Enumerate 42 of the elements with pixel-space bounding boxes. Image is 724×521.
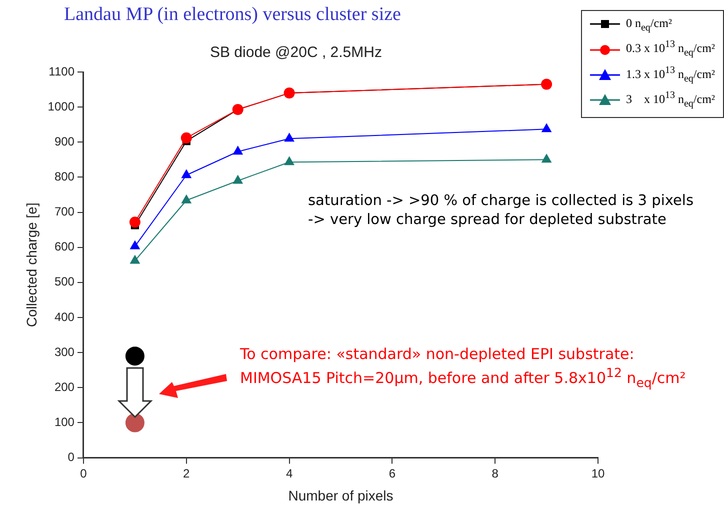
point: [180, 132, 192, 144]
point: [125, 346, 144, 366]
chart-title: Landau MP (in electrons) versus cluster size: [64, 4, 401, 26]
point: [182, 194, 192, 204]
x-axis-title: Number of pixels: [288, 487, 394, 504]
y-tick-label: 100: [54, 415, 75, 430]
point: [233, 146, 243, 155]
x-tick-label: 8: [492, 466, 499, 480]
point: [182, 170, 192, 178]
y-axis-title: Collected charge [e]: [23, 202, 40, 328]
point: [130, 240, 140, 250]
point: [542, 154, 552, 163]
legend-label: 1.3 x 10$^{13}$ n$_{eq}$/cm²: [626, 64, 715, 84]
x-tick-label: 6: [388, 466, 396, 480]
x-tick-label: 2: [183, 466, 190, 480]
y-tick-label: 800: [54, 170, 75, 184]
y-tick-label: 400: [54, 310, 75, 324]
y-tick-label: 300: [54, 344, 75, 359]
legend-label: 0.3 x 10$^{13}$ n$_{eq}$/cm²: [626, 39, 715, 59]
y-tick-label: 1100: [48, 64, 75, 78]
annotation: saturation -> >90 % of charge is collected is 3 pixels -> very low charge spread for depleted substrate: [308, 192, 695, 230]
legend-label: 0 n$_{eq}$/cm²: [626, 16, 672, 34]
point: [284, 133, 294, 142]
y-tick-label: 600: [54, 240, 75, 254]
legend-label: 3 x 10$^{13}$ n$_{eq}$/cm²: [626, 90, 715, 110]
point: [542, 124, 552, 132]
y-tick-label: 700: [54, 204, 75, 219]
point: [129, 216, 140, 228]
annotation: To compare: «standard» non-depleted EPI substrate: MIMOSA15 Pitch=20μm, before and after 5.8x10$^{12}$ n$_{eq}$/cm²: [240, 345, 687, 391]
y-tick-label: 0: [68, 450, 75, 464]
point: [233, 175, 243, 184]
y-tick-label: 500: [54, 274, 75, 289]
point: [284, 156, 294, 166]
y-tick-label: 200: [54, 380, 75, 394]
x-tick-label: 0: [80, 466, 88, 480]
y-tick-label: 900: [54, 134, 75, 148]
y-tick-label: 1000: [48, 99, 75, 114]
chart-subtitle: SB diode @20C , 2.5MHz: [210, 44, 382, 61]
x-tick-label: 4: [286, 466, 293, 480]
x-tick-label: 10: [591, 466, 605, 480]
point: [125, 413, 144, 432]
point: [130, 255, 140, 264]
